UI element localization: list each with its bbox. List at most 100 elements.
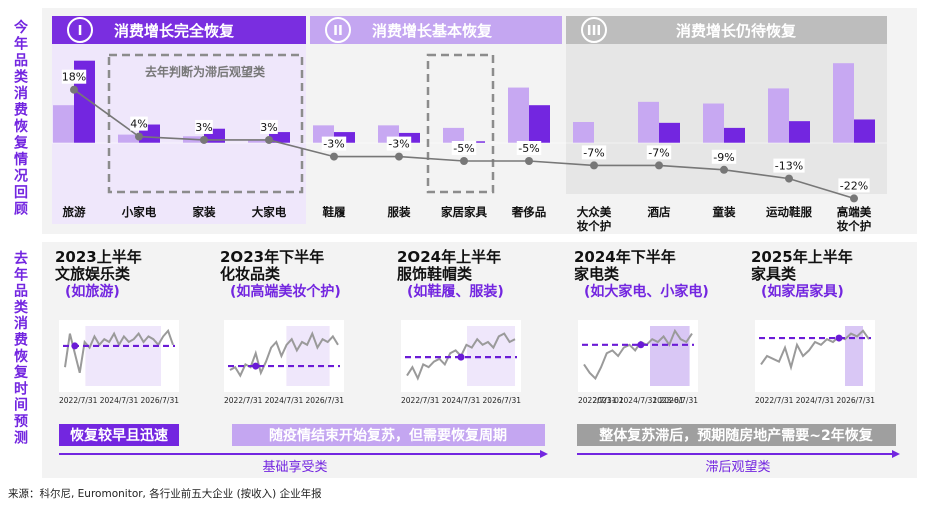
bar-dark xyxy=(789,121,810,143)
panel-title-period: 2023上半年 xyxy=(55,248,142,266)
bottom-side-label-char: 预 xyxy=(14,414,28,430)
phase-label-3: 消费增长仍待恢复 xyxy=(676,22,797,40)
bottom-side-label-char: 费 xyxy=(14,332,28,349)
mini-chart-line xyxy=(760,329,870,371)
panel-title-category: 服饰鞋帽类 xyxy=(397,265,473,283)
growth-label: 3% xyxy=(260,121,277,134)
bottom-side-label-char: 恢 xyxy=(14,348,28,365)
panel-example: (如家居家具) xyxy=(761,283,844,300)
mini-chart-tick: 2024/7/31 xyxy=(442,396,481,405)
mini-chart-shade xyxy=(467,326,515,386)
bar-light xyxy=(443,127,464,143)
top-side-label-char: 回 xyxy=(14,185,28,201)
growth-label-bg xyxy=(581,145,607,160)
panel-example: (如旅游) xyxy=(65,283,120,300)
verdict-1: 恢复较早且迅速 xyxy=(70,427,168,444)
bar-light xyxy=(248,140,269,143)
bottom-side-label-char: 年 xyxy=(14,266,28,283)
mini-chart-tick: 2024/7/31 xyxy=(265,396,304,405)
bottom-side-label-char: 消 xyxy=(14,315,28,332)
growth-label: 18% xyxy=(62,71,86,84)
mini-chart-line xyxy=(64,328,174,374)
growth-point xyxy=(330,152,338,161)
arrow-2-label: 滞后观望类 xyxy=(705,459,770,475)
growth-point xyxy=(135,132,143,141)
dashed-box-2 xyxy=(426,53,495,194)
mini-chart-tick: 2022/7/31 xyxy=(755,396,794,405)
top-side-label-char: 恢 xyxy=(14,118,28,135)
bar-light xyxy=(508,87,529,143)
category-label: 酒店 xyxy=(648,205,671,219)
top-side-label-char: 消 xyxy=(14,85,28,102)
arrow-1-head xyxy=(540,450,548,458)
category-label: 奢侈品 xyxy=(511,205,547,219)
growth-point xyxy=(525,157,533,165)
growth-label-bg xyxy=(130,116,148,131)
top-side-label-char: 品 xyxy=(14,53,28,69)
phase-header-1 xyxy=(52,16,306,44)
growth-point xyxy=(655,161,663,170)
growth-point xyxy=(395,152,403,161)
growth-label: 3% xyxy=(195,121,212,134)
mini-chart-tick: 2026/7/31 xyxy=(483,396,522,405)
growth-label: -9% xyxy=(713,151,734,164)
top-side-label-char: 复 xyxy=(13,135,29,152)
panel-title-category: 家具类 xyxy=(751,265,797,283)
mini-chart-tick: 2024/7/31 xyxy=(100,396,139,405)
growth-point xyxy=(590,161,598,170)
phase-header-3 xyxy=(566,16,887,44)
growth-point xyxy=(460,157,468,165)
growth-point xyxy=(850,194,858,203)
mini-chart-tick: 2024/7/31 xyxy=(796,396,835,405)
panel-title-period: 2O23年下半年 xyxy=(220,248,324,266)
top-side-label-char: 情 xyxy=(14,151,28,168)
mini-chart-dot xyxy=(71,342,79,350)
mini-chart-tick: 2022/7/31 xyxy=(59,396,98,405)
mini-chart-tick: 2026/7/31 xyxy=(306,396,345,405)
mini-chart-dot xyxy=(457,353,465,361)
phase-numeral-3: III xyxy=(587,24,602,39)
bar-dark xyxy=(529,105,550,143)
mini-chart-tick: 2026/7/31 xyxy=(660,396,699,405)
category-label: 运动鞋服 xyxy=(766,205,812,219)
bar-light xyxy=(53,105,74,143)
mini-chart-tick: 2026/7/31 xyxy=(837,396,876,405)
phase-numeral-circle-2 xyxy=(325,17,351,43)
mini-chart-tick: 2022/7/31 xyxy=(224,396,263,405)
mini-chart-tick: 2026/7/31 xyxy=(141,396,180,405)
mini-chart-shade xyxy=(85,326,161,386)
bottom-side-label-char: 测 xyxy=(14,429,28,446)
panel-example: (如鞋履、服装) xyxy=(407,283,504,300)
growth-point xyxy=(265,135,273,144)
growth-label: -13% xyxy=(775,160,803,173)
growth-label: 4% xyxy=(130,118,147,131)
category-label: 服装 xyxy=(388,205,411,219)
growth-point xyxy=(200,135,208,144)
top-side-label-char: 顾 xyxy=(14,202,28,218)
verdict-2-bg xyxy=(232,424,545,446)
growth-point xyxy=(785,174,793,183)
arrow-2-head xyxy=(892,450,900,458)
growth-label-bg xyxy=(646,145,672,160)
panel-title-period: 2025年上半年 xyxy=(751,248,853,266)
category-label: 妆个护 xyxy=(837,219,872,233)
growth-label: -7% xyxy=(648,146,669,159)
panel-title-category: 家电类 xyxy=(574,265,620,283)
phase-header-2 xyxy=(310,16,562,44)
growth-label: -5% xyxy=(518,142,539,155)
top-side-label-char: 年 xyxy=(14,36,28,53)
verdict-3: 整体复苏滞后，预期随房地产需要~2年恢复 xyxy=(598,427,873,444)
bar-dark xyxy=(659,122,680,143)
dashed-box-label: 去年判断为滞后观望类 xyxy=(145,64,266,79)
source-note: 来源：科尔尼, Euromonitor, 各行业前五大企业 (按收入) 企业年报 xyxy=(8,487,322,500)
panel-example: (如大家电、小家电) xyxy=(584,283,709,300)
bar-dark xyxy=(854,119,875,143)
bar-light xyxy=(118,134,139,143)
phase-numeral-2: II xyxy=(333,24,343,39)
category-label: 大家电 xyxy=(252,205,287,219)
bottom-side-label-char: 去 xyxy=(14,250,28,267)
growth-label-bg xyxy=(195,119,213,134)
category-label: 小家电 xyxy=(121,205,157,219)
mini-chart-dot xyxy=(637,341,645,349)
bottom-side-label-char: 复 xyxy=(13,364,29,381)
